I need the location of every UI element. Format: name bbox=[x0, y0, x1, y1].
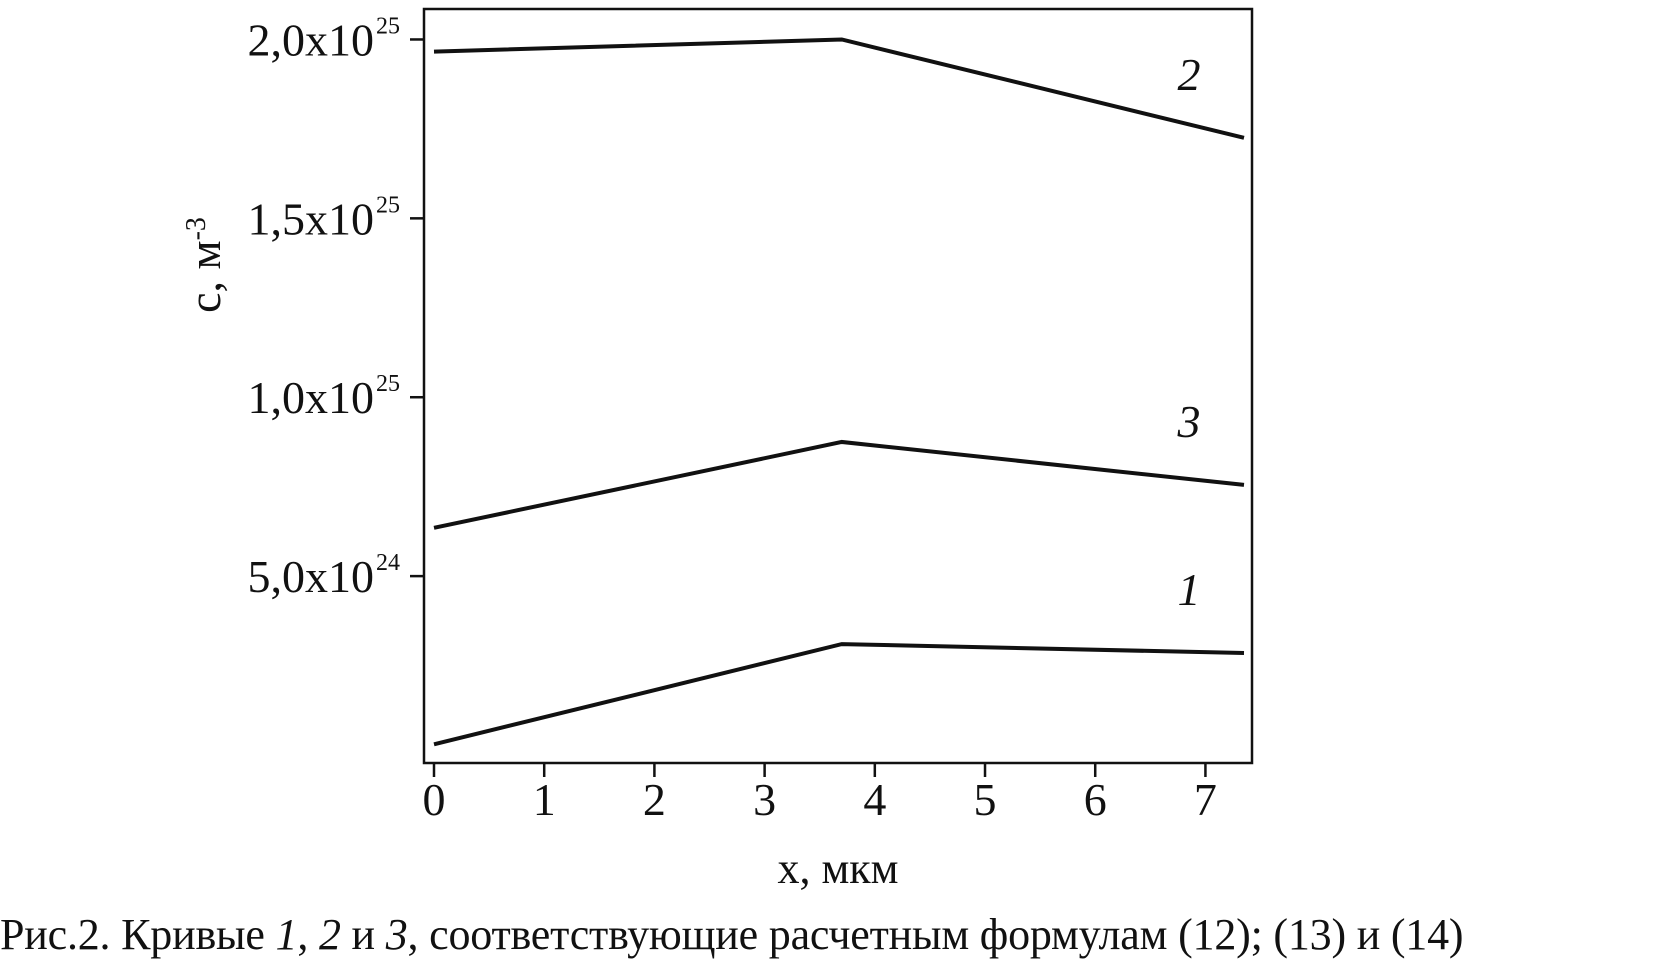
series-line-1 bbox=[433, 642, 1245, 747]
y-axis-label-exponent: -3 bbox=[181, 217, 212, 240]
y-tick-exponent: 25 bbox=[376, 371, 400, 397]
plot-frame bbox=[422, 7, 1254, 765]
y-axis-label: c, м-3 bbox=[179, 217, 230, 313]
x-tick-label: 5 bbox=[974, 774, 997, 825]
y-tick-mantissa: 2,0x10 bbox=[248, 14, 375, 65]
y-tick-label: 5,0x10 bbox=[248, 551, 375, 602]
y-tick-exponent: 25 bbox=[376, 13, 400, 39]
x-axis-label: x, мкм bbox=[777, 844, 898, 893]
x-tick-label: 1 bbox=[533, 774, 556, 825]
y-tick-label: 2,0x10 bbox=[248, 14, 375, 65]
caption-curve-3: 3 bbox=[385, 910, 408, 959]
y-tick-exponent: 25 bbox=[376, 192, 400, 218]
x-tick-label: 7 bbox=[1194, 774, 1217, 825]
series-line-2 bbox=[433, 37, 1245, 140]
caption-suffix: , соответствующие расчетным формулам (12… bbox=[407, 910, 1464, 959]
figure-caption: Рис.2. Кривые 1, 2 и 3, соответствующие … bbox=[0, 910, 1678, 972]
caption-curve-2: 2 bbox=[318, 910, 341, 959]
y-axis-label-base: c, м bbox=[179, 240, 230, 313]
caption-separator-1: , bbox=[297, 910, 319, 959]
y-tick-exponent: 24 bbox=[376, 550, 400, 576]
y-tick-mantissa: 5,0x10 bbox=[248, 551, 375, 602]
x-tick-label: 0 bbox=[423, 774, 446, 825]
series-label-2: 2 bbox=[1178, 49, 1201, 100]
x-tick-label: 3 bbox=[753, 774, 776, 825]
y-tick-mantissa: 1,0x10 bbox=[248, 372, 375, 423]
x-tick-label: 4 bbox=[863, 774, 886, 825]
y-tick-mantissa: 1,5x10 bbox=[248, 193, 375, 244]
y-tick-label: 1,0x10 bbox=[248, 372, 375, 423]
caption-prefix: Рис.2. Кривые bbox=[0, 910, 276, 959]
caption-curve-1: 1 bbox=[275, 910, 298, 959]
caption-separator-2: и bbox=[340, 910, 386, 959]
series-label-3: 3 bbox=[1177, 396, 1201, 447]
series-label-1: 1 bbox=[1178, 564, 1201, 615]
x-tick-label: 6 bbox=[1084, 774, 1107, 825]
x-tick-label: 2 bbox=[643, 774, 666, 825]
series-line-3 bbox=[433, 439, 1245, 530]
y-tick-label: 1,5x10 bbox=[248, 193, 375, 244]
